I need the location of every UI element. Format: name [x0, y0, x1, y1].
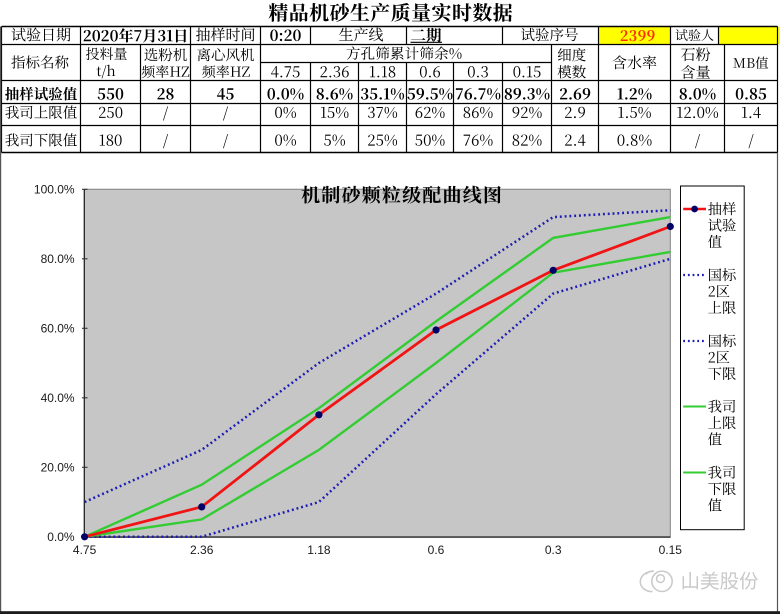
svg-text:2.36: 2.36: [190, 543, 214, 557]
svg-text:60.0%: 60.0%: [41, 321, 75, 335]
svg-text:100.0%: 100.0%: [34, 182, 75, 196]
svg-text:0.3: 0.3: [545, 543, 562, 557]
svg-text:4.75: 4.75: [73, 543, 97, 557]
svg-text:0.0%: 0.0%: [47, 530, 75, 544]
svg-text:40.0%: 40.0%: [41, 391, 75, 405]
svg-text:0.15: 0.15: [659, 543, 683, 557]
svg-text:20.0%: 20.0%: [41, 460, 75, 474]
svg-text:1.18: 1.18: [307, 543, 331, 557]
svg-text:0.6: 0.6: [428, 543, 445, 557]
svg-text:80.0%: 80.0%: [41, 252, 75, 266]
